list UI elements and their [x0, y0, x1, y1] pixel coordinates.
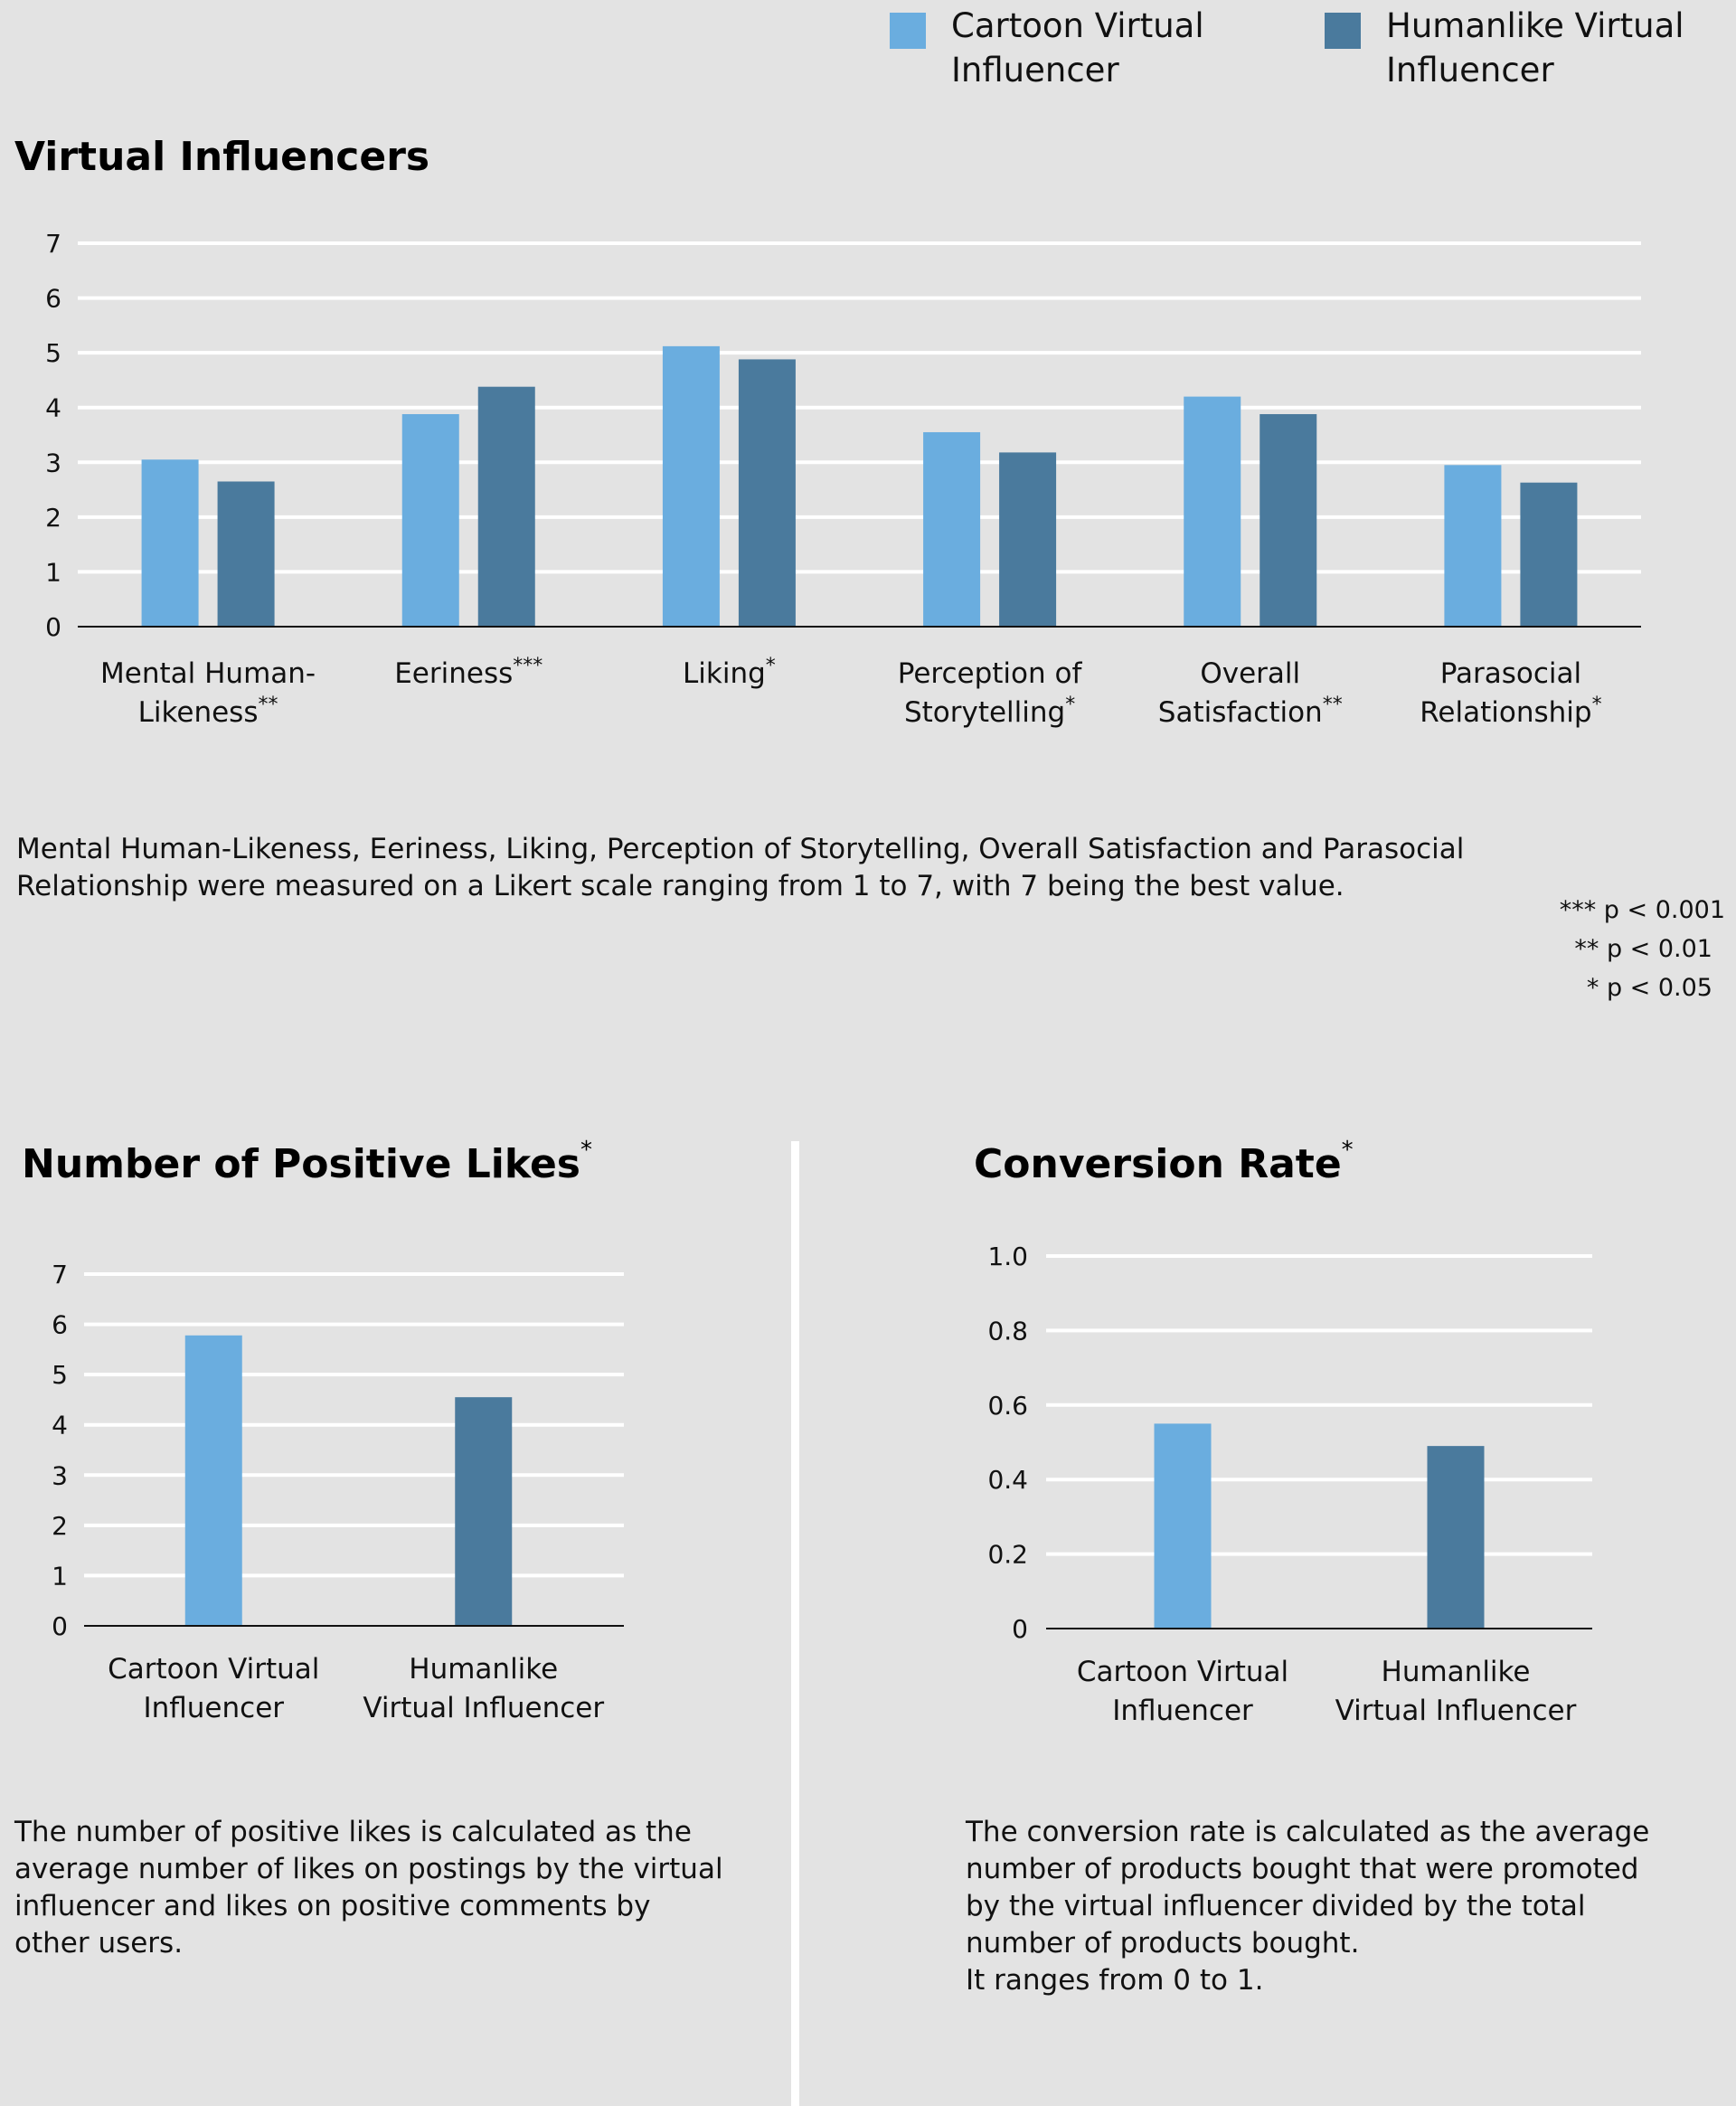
- likes-category-label: Influencer: [143, 1692, 284, 1724]
- legend-label-humanlike-line2: Influencer: [1386, 51, 1554, 90]
- conv-bar-humanlike: [1427, 1446, 1485, 1629]
- legend-item-cartoon: Cartoon Virtual Influencer: [890, 4, 1204, 92]
- main-category-label: Overall: [1200, 657, 1300, 690]
- main-bar-cartoon: [662, 345, 720, 627]
- likes-note: The number of positive likes is calculat…: [14, 1816, 723, 1960]
- main-bar-humanlike: [999, 452, 1057, 627]
- main-ytick-label: 6: [45, 284, 61, 314]
- main-ytick-label: 0: [45, 612, 61, 642]
- likes-ytick-label: 0: [52, 1611, 68, 1641]
- main-ytick-label: 4: [45, 393, 61, 423]
- main-category-label: Parasocial: [1440, 657, 1581, 690]
- conv-bar-cartoon: [1154, 1423, 1212, 1629]
- likes-ytick-label: 1: [52, 1561, 68, 1591]
- likes-bar-cartoon: [184, 1335, 242, 1626]
- main-bar-cartoon: [1444, 465, 1502, 627]
- likes-ytick-label: 3: [52, 1460, 68, 1490]
- significance-p05: * p < 0.05: [1586, 974, 1712, 1002]
- legend-label-cartoon-line1: Cartoon Virtual: [951, 6, 1204, 45]
- likert-note: Mental Human-Likeness, Eeriness, Liking,…: [16, 833, 1465, 902]
- section-divider: [791, 1141, 799, 2106]
- main-category-label: Mental Human-: [100, 657, 316, 690]
- conv-ytick-label: 0: [1012, 1614, 1028, 1644]
- conv-category-label: Virtual Influencer: [1335, 1695, 1577, 1727]
- likes-category-label: Virtual Influencer: [363, 1692, 604, 1724]
- conv-category-label: Cartoon Virtual: [1077, 1656, 1288, 1688]
- likes-category-label: Humanlike: [409, 1653, 558, 1686]
- conv-ytick-label: 1.0: [987, 1242, 1028, 1271]
- chart-title-positive-likes: Number of Positive Likes*: [22, 1137, 592, 1187]
- main-bar-humanlike: [1520, 482, 1578, 627]
- significance-p001: *** p < 0.001: [1559, 896, 1725, 924]
- main-category-label: Satisfaction**: [1158, 694, 1343, 729]
- likes-ytick-label: 5: [52, 1360, 68, 1390]
- conversion-note: The conversion rate is calculated as the…: [966, 1816, 1650, 1997]
- main-ytick-label: 7: [45, 229, 61, 259]
- main-category-label: Relationship*: [1420, 694, 1601, 729]
- main-category-label: Liking*: [683, 655, 776, 690]
- chart-title-virtual-influencers: Virtual Influencers: [14, 134, 430, 180]
- legend-label-humanlike-line1: Humanlike Virtual: [1386, 6, 1684, 45]
- legend-label-cartoon-line2: Influencer: [951, 51, 1119, 90]
- main-bar-humanlike: [477, 386, 535, 627]
- chart-title-conversion-rate: Conversion Rate*: [974, 1137, 1354, 1187]
- chart-title-conversion-rate-marker: *: [1341, 1137, 1354, 1165]
- likes-ytick-label: 2: [52, 1511, 68, 1541]
- main-bar-cartoon: [923, 431, 981, 627]
- chart-title-positive-likes-marker: *: [580, 1137, 592, 1165]
- main-category-label: Likeness**: [138, 694, 278, 729]
- main-ytick-label: 1: [45, 557, 61, 587]
- main-category-label: Perception of: [898, 657, 1083, 690]
- main-bar-cartoon: [1184, 396, 1241, 627]
- main-bar-cartoon: [401, 413, 459, 627]
- main-ytick-label: 3: [45, 448, 61, 477]
- conv-category-label: Humanlike: [1382, 1656, 1531, 1688]
- significance-p01: ** p < 0.01: [1574, 935, 1712, 963]
- conv-ytick-label: 0.2: [987, 1540, 1028, 1570]
- significance-legend: *** p < 0.001 ** p < 0.01 * p < 0.05: [1560, 891, 1725, 1007]
- main-bar-cartoon: [141, 459, 199, 627]
- conv-category-label: Influencer: [1112, 1695, 1253, 1727]
- legend-swatch-cartoon: [890, 13, 926, 49]
- likes-ytick-label: 6: [52, 1310, 68, 1340]
- main-ytick-label: 5: [45, 338, 61, 368]
- conv-ytick-label: 0.6: [987, 1391, 1028, 1421]
- main-bar-humanlike: [217, 481, 275, 627]
- main-ytick-label: 2: [45, 503, 61, 533]
- likes-category-label: Cartoon Virtual: [108, 1653, 319, 1686]
- likes-bar-humanlike: [455, 1397, 513, 1626]
- conv-ytick-label: 0.4: [987, 1465, 1028, 1495]
- likes-ytick-label: 7: [52, 1260, 68, 1289]
- likes-ytick-label: 4: [52, 1411, 68, 1440]
- conv-ytick-label: 0.8: [987, 1316, 1028, 1346]
- legend-item-humanlike: Humanlike Virtual Influencer: [1325, 4, 1684, 92]
- main-bar-humanlike: [738, 359, 796, 627]
- legend-swatch-humanlike: [1325, 13, 1361, 49]
- main-bar-humanlike: [1260, 413, 1317, 627]
- main-category-label: Eeriness***: [394, 655, 542, 690]
- main-category-label: Storytelling*: [904, 694, 1075, 729]
